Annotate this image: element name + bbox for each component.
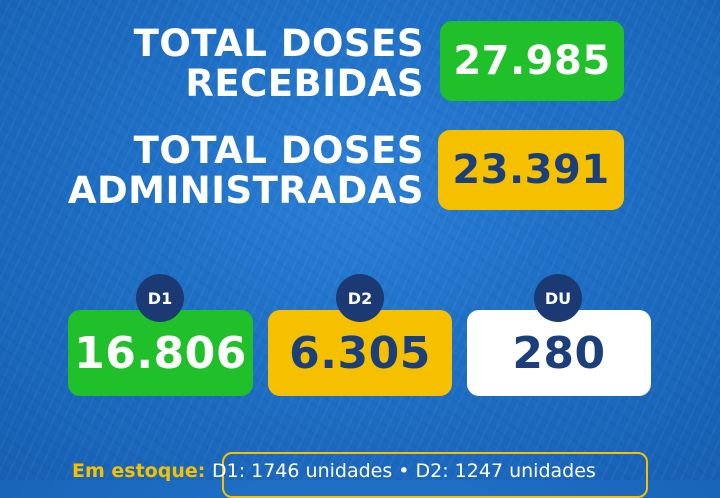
received-value-box: 27.985: [440, 21, 624, 101]
d2-badge: D2: [336, 274, 384, 322]
administered-value: 23.391: [452, 147, 610, 193]
d2-value-box: 6.305: [268, 310, 452, 396]
d1-value: 16.806: [74, 327, 247, 379]
d2-value: 6.305: [289, 327, 431, 379]
stock-label: Em estoque:: [72, 460, 206, 482]
administered-label-line1: TOTAL DOSES: [133, 129, 424, 172]
received-value: 27.985: [453, 38, 611, 84]
received-label-line2: RECEBIDAS: [185, 62, 424, 105]
d1-value-box: 16.806: [68, 310, 253, 396]
du-badge: DU: [534, 274, 582, 322]
du-value: 280: [512, 327, 606, 379]
received-label-line1: TOTAL DOSES: [133, 22, 424, 65]
stock-line: Em estoque: D1: 1746 unidades • D2: 1247…: [72, 460, 596, 482]
administered-value-box: 23.391: [438, 130, 624, 210]
d1-badge: D1: [136, 274, 184, 322]
d1-badge-label: D1: [147, 288, 173, 308]
du-badge-label: DU: [544, 288, 572, 308]
administered-label-line2: ADMINISTRADAS: [67, 169, 424, 212]
stock-text: D1: 1746 unidades • D2: 1247 unidades: [211, 460, 596, 482]
du-value-box: 280: [467, 310, 651, 396]
administered-label: TOTAL DOSES ADMINISTRADAS: [68, 131, 424, 211]
received-label: TOTAL DOSES RECEBIDAS: [134, 24, 424, 104]
d2-badge-label: D2: [347, 288, 373, 308]
